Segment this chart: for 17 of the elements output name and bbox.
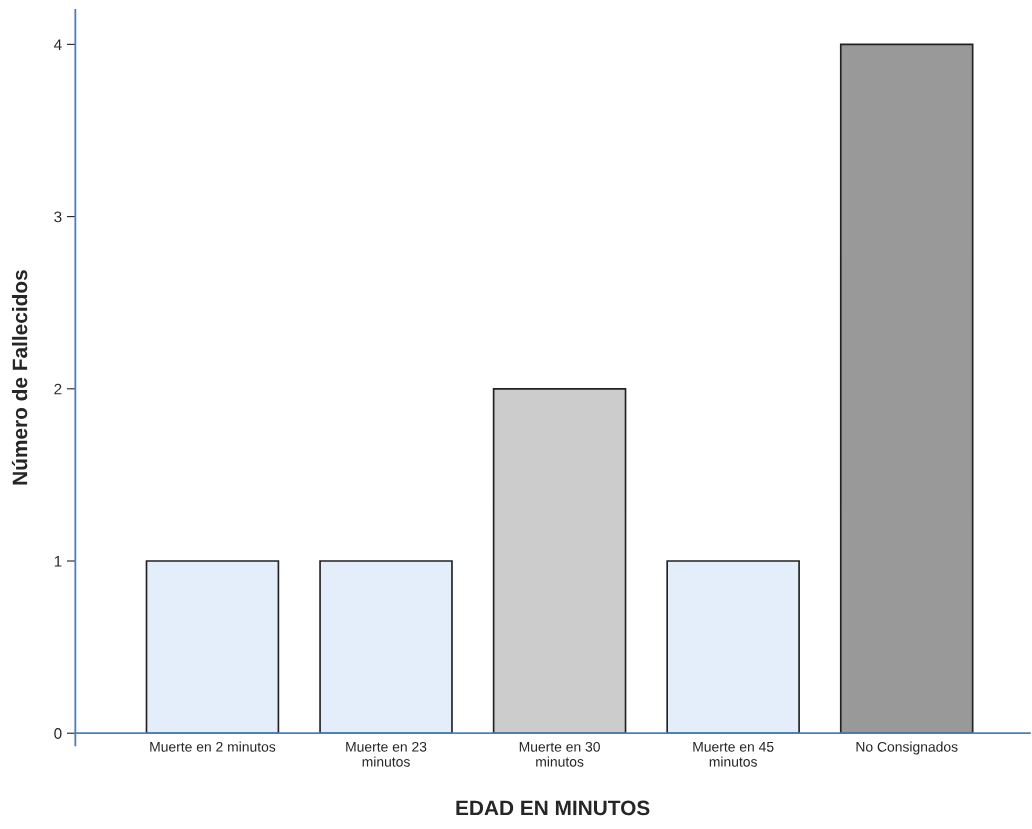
bar [839, 43, 974, 735]
y-axis-title: Número de Fallecidos [11, 270, 28, 485]
bar [666, 560, 800, 735]
x-tick-label: Muerte en 30 minutos [519, 741, 600, 767]
x-tick-label: Muerte en 23 minutos [346, 741, 427, 767]
y-tick-label: 4 [54, 39, 62, 50]
x-tick-label: Muerte en 2 minutos [150, 741, 276, 752]
x-tick-label: Muerte en 45 minutos [693, 742, 774, 767]
bar [145, 560, 280, 735]
y-tick-label: 3 [54, 211, 62, 223]
y-tick-label: 0 [54, 728, 62, 739]
x-axis-title: EDAD EN MINUTOS [456, 800, 650, 816]
bar [492, 387, 627, 735]
y-tick-label: 1 [54, 556, 62, 567]
y-tick-label: 2 [54, 383, 62, 395]
x-tick-label: No Consignados [856, 741, 958, 755]
bar [319, 560, 453, 735]
